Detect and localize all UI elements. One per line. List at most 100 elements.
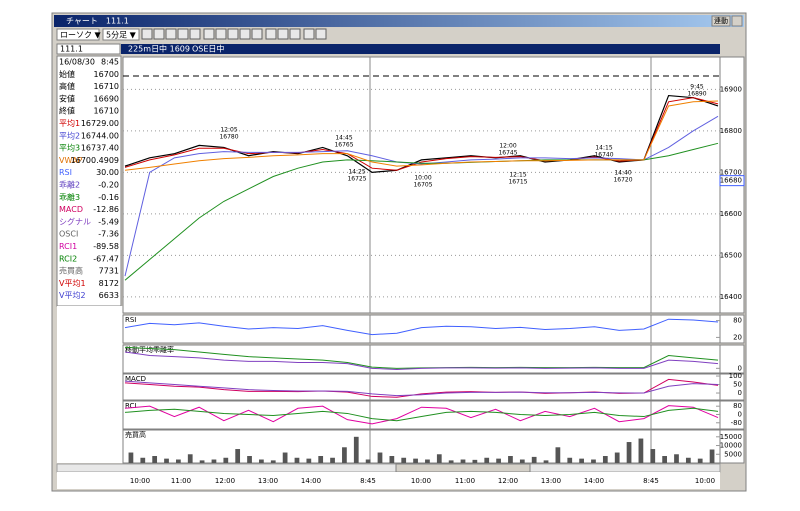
tool-icon[interactable] [251, 28, 263, 40]
series-line [124, 318, 719, 336]
tool-icon[interactable] [165, 28, 177, 40]
info-label: 安値 [59, 93, 75, 103]
chart-type-label[interactable]: ローソク ▼ [60, 31, 102, 40]
bar [164, 458, 169, 463]
bar [140, 457, 146, 463]
y-tick-label: 16500 [720, 251, 742, 259]
y-tick-label: 16900 [720, 85, 742, 93]
bar [223, 457, 229, 463]
tool-icon[interactable] [141, 28, 153, 40]
tool-icon[interactable] [265, 28, 277, 40]
axis-panel [719, 400, 745, 430]
bar [247, 456, 252, 463]
symbol: 111.1 [60, 45, 83, 54]
x-tick-label: 13:00 [258, 477, 278, 485]
tool-icon[interactable] [315, 28, 327, 40]
tool-icon[interactable] [203, 28, 215, 40]
link-button[interactable] [711, 15, 731, 27]
annotation-time: 12:00 [499, 143, 516, 150]
bar [709, 449, 715, 463]
bar [259, 459, 264, 463]
y-tick-label: 16600 [720, 210, 742, 218]
bar [175, 459, 181, 463]
toolbar-icons[interactable] [141, 28, 327, 40]
close-button[interactable] [731, 15, 743, 27]
bar [389, 456, 395, 463]
x-tick-label: 10:00 [130, 477, 150, 485]
series-line [124, 100, 719, 171]
tool-icon[interactable] [303, 28, 315, 40]
series-line [124, 405, 719, 425]
tool-icon[interactable] [177, 28, 189, 40]
bar [555, 447, 561, 463]
series-line [124, 407, 719, 422]
bar [508, 456, 513, 463]
info-panel [56, 55, 122, 307]
x-tick-label: 8:45 [360, 477, 376, 485]
bar [330, 457, 335, 463]
panel-title: RCI [125, 402, 136, 410]
bar [591, 459, 596, 463]
info-value: 8172 [99, 279, 119, 288]
info-value: 6633 [99, 291, 119, 300]
info-label: 平均3 [59, 143, 80, 153]
tool-icon[interactable] [189, 28, 201, 40]
tool-icon[interactable] [239, 28, 251, 40]
bar [211, 459, 217, 463]
info-label: 終値 [59, 106, 75, 116]
info-label: RCI1 [59, 242, 77, 251]
y-tick-label: 100 [729, 372, 742, 380]
bar [484, 457, 490, 463]
annotation-time: 10:00 [414, 175, 431, 182]
x-tick-label: 11:00 [455, 477, 475, 485]
y-tick-label: 20 [733, 333, 742, 341]
bar [377, 452, 383, 463]
annotation-price: 16740 [594, 152, 613, 159]
info-label: 売買高 [59, 266, 83, 276]
bar [413, 458, 418, 463]
y-tick-label: -80 [731, 419, 742, 427]
info-value: 7731 [99, 267, 119, 276]
tool-icon[interactable] [227, 28, 239, 40]
axis-panel [719, 429, 745, 464]
bar [235, 449, 241, 463]
info-label: MACD [59, 205, 83, 214]
bar [602, 456, 608, 463]
info-value: 16710 [94, 107, 119, 116]
interval-select[interactable] [102, 28, 140, 41]
scrollbar[interactable] [56, 463, 721, 473]
info-value: 8:45 [101, 58, 119, 67]
scroll-thumb[interactable] [395, 463, 531, 473]
bar [567, 457, 573, 463]
bar [448, 460, 454, 463]
bar [697, 458, 703, 463]
last-price: 16680 [720, 177, 742, 185]
axis-panel [719, 373, 745, 401]
info-value: 16700 [94, 70, 119, 79]
series-line [124, 94, 719, 173]
x-tick-label: 12:00 [498, 477, 518, 485]
bar [638, 438, 644, 463]
info-label: 平均1 [59, 118, 80, 128]
chart-type-select[interactable] [56, 28, 100, 41]
panel-title: 売買高 [125, 430, 146, 439]
tool-icon[interactable] [153, 28, 165, 40]
tool-icon[interactable] [215, 28, 227, 40]
info-value: -7.36 [98, 230, 119, 239]
link-button-label[interactable]: 連動 [714, 16, 728, 25]
tool-icon[interactable] [277, 28, 289, 40]
y-tick-label: 0 [738, 389, 742, 397]
annotation-price: 16780 [219, 134, 238, 141]
series-line [124, 351, 719, 371]
panel-title: MACD [125, 375, 146, 383]
bar [531, 456, 537, 463]
annotation-price: 16745 [498, 150, 517, 157]
series-line [124, 380, 719, 397]
tool-icon[interactable] [289, 28, 301, 40]
bar [685, 457, 691, 463]
info-value: 16744.00 [81, 131, 119, 140]
interval-label[interactable]: 5分足 ▼ [106, 31, 137, 40]
bar [614, 452, 620, 463]
x-tick-label: 14:00 [584, 477, 604, 485]
info-value: -89.58 [93, 242, 119, 251]
